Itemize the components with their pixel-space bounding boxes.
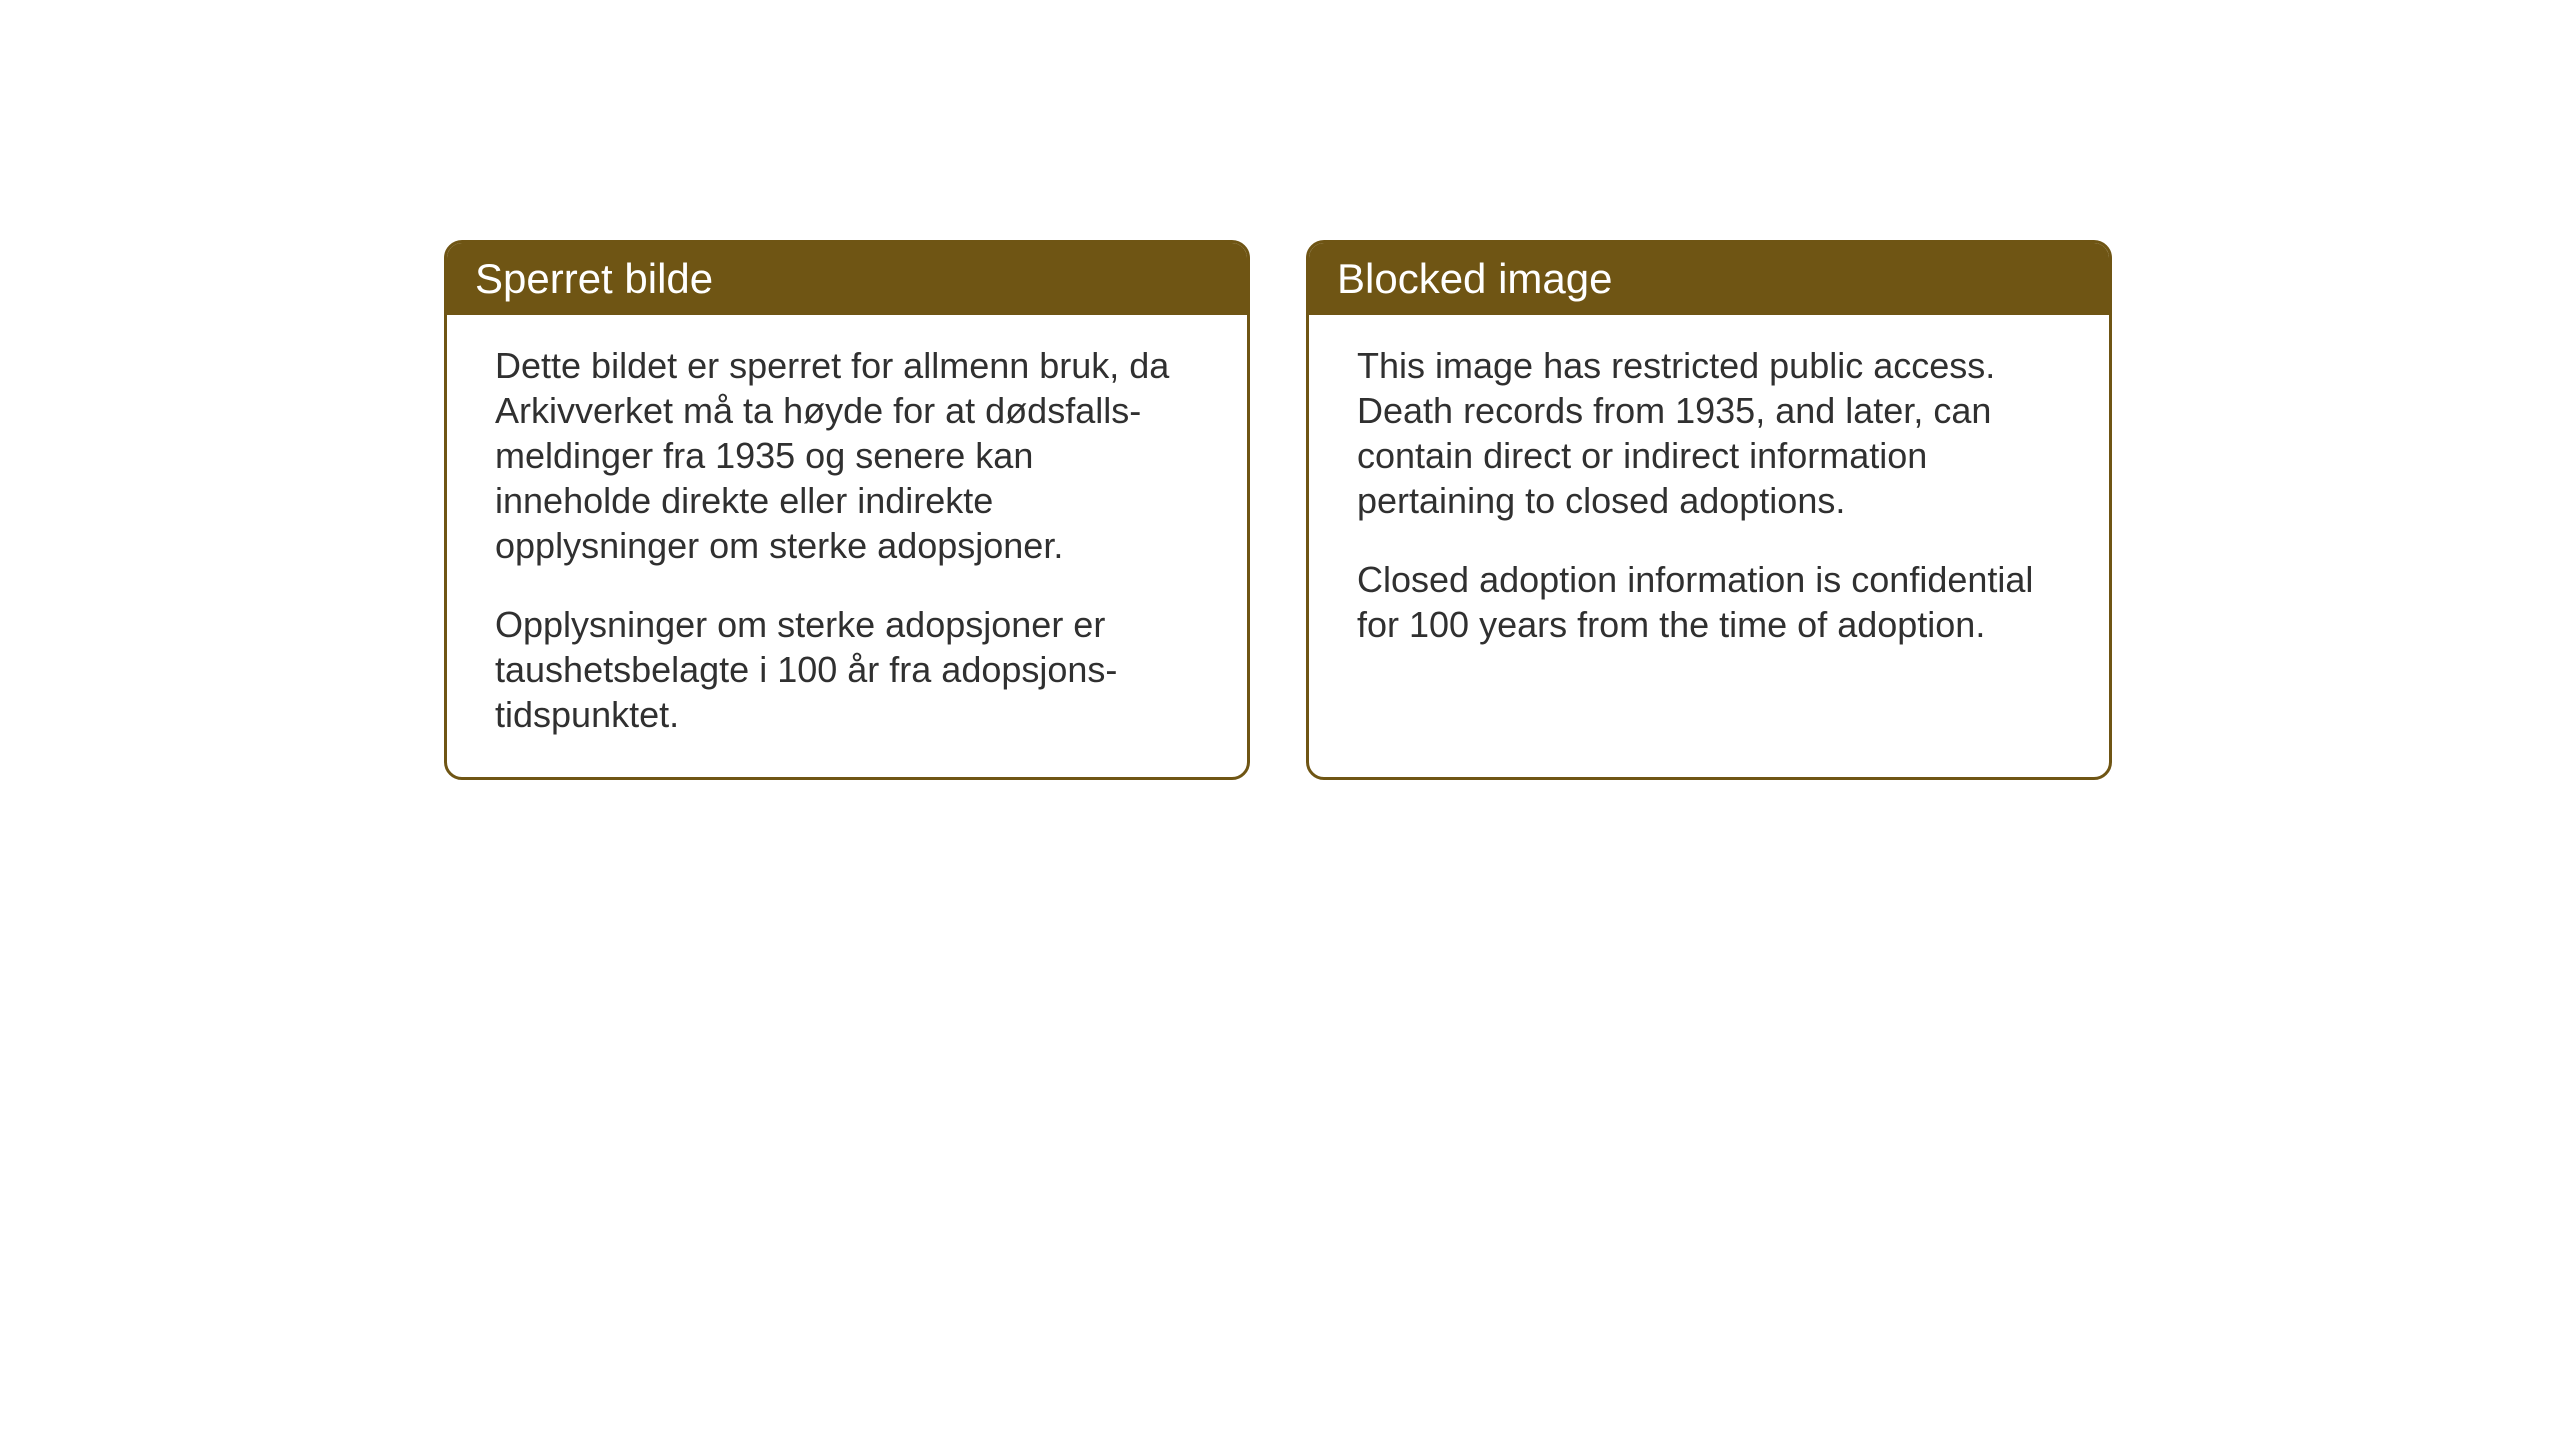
english-card-title: Blocked image bbox=[1309, 243, 2109, 315]
english-card-body: This image has restricted public access.… bbox=[1309, 315, 2109, 747]
norwegian-card-title: Sperret bilde bbox=[447, 243, 1247, 315]
norwegian-paragraph-1: Dette bildet er sperret for allmenn bruk… bbox=[495, 343, 1199, 568]
english-notice-card: Blocked image This image has restricted … bbox=[1306, 240, 2112, 780]
norwegian-paragraph-2: Opplysninger om sterke adopsjoner er tau… bbox=[495, 602, 1199, 737]
norwegian-notice-card: Sperret bilde Dette bildet er sperret fo… bbox=[444, 240, 1250, 780]
notice-cards-container: Sperret bilde Dette bildet er sperret fo… bbox=[444, 240, 2112, 780]
english-paragraph-2: Closed adoption information is confident… bbox=[1357, 557, 2061, 647]
english-paragraph-1: This image has restricted public access.… bbox=[1357, 343, 2061, 523]
norwegian-card-body: Dette bildet er sperret for allmenn bruk… bbox=[447, 315, 1247, 777]
